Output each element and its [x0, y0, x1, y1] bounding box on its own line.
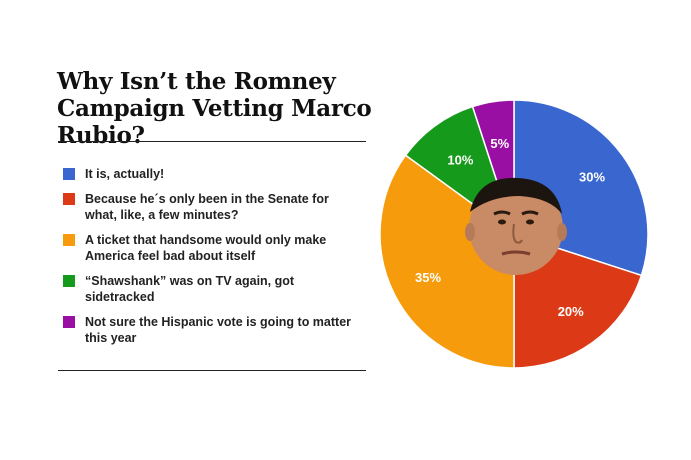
legend-swatch	[63, 234, 75, 246]
legend-label: Not sure the Hispanic vote is going to m…	[85, 315, 352, 345]
title-divider	[58, 141, 366, 142]
legend: It is, actually! Because he´s only been …	[63, 166, 363, 355]
legend-divider	[58, 370, 366, 371]
legend-label: “Shawshank” was on TV again, got sidetra…	[85, 274, 295, 304]
pie-slice	[513, 232, 643, 369]
legend-swatch	[63, 316, 75, 328]
pie-chart: 30% 20% 35% 10% 5%	[380, 100, 649, 369]
legend-swatch	[63, 168, 75, 180]
slice-label: 35%	[415, 270, 441, 285]
legend-item: “Shawshank” was on TV again, got sidetra…	[63, 273, 363, 305]
legend-label: It is, actually!	[85, 167, 165, 181]
legend-item: Because he´s only been in the Senate for…	[63, 191, 363, 223]
face-photo	[465, 177, 567, 275]
legend-swatch	[63, 275, 75, 287]
slice-label: 30%	[579, 169, 605, 184]
legend-item: It is, actually!	[63, 166, 363, 182]
legend-swatch	[63, 193, 75, 205]
slice-label: 10%	[447, 152, 473, 167]
legend-item: A ticket that handsome would only make A…	[63, 232, 363, 264]
pie-slice	[380, 154, 515, 369]
slice-label: 20%	[558, 304, 584, 319]
chart-title: Why Isn’t the Romney Campaign Vetting Ma…	[57, 68, 372, 149]
slice-label: 5%	[490, 136, 509, 151]
legend-item: Not sure the Hispanic vote is going to m…	[63, 314, 363, 346]
legend-label: A ticket that handsome would only make A…	[85, 233, 327, 263]
pie-labels: 30% 20% 35% 10% 5%	[415, 136, 605, 319]
legend-label: Because he´s only been in the Senate for…	[85, 192, 329, 222]
